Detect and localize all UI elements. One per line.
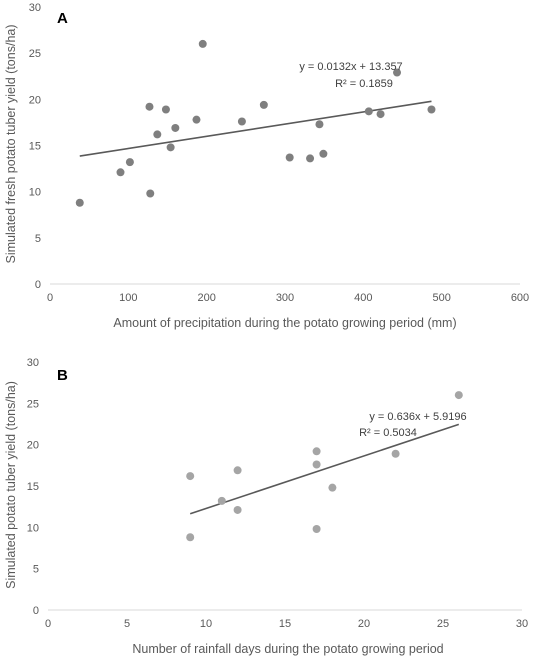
panel-a-data-point [116,168,125,177]
panel-a-plot-area: 0 100 200 300 400 500 600 0 5 10 15 20 25 30 [29,2,529,304]
panel-b-y-tick-label: 5 [33,564,39,576]
panel-a-x-tick-label: 400 [354,292,372,304]
panel-a-data-point [237,117,246,126]
panel-b-data-point [217,496,226,505]
panel-b-x-tick-label: 20 [358,618,370,630]
panel-a-data-point [427,105,436,114]
panel-b-data-point [312,460,321,469]
panel-a-data-point [153,130,162,139]
panel-b-data-point [391,449,400,458]
panel-b-y-axis-title: Simulated potato tuber yield (tons/ha) [4,381,18,589]
panel-b: B 0 5 10 15 20 25 30 0 5 10 15 20 25 30 Number of rai… [4,357,528,656]
panel-b-data-point [186,472,195,481]
panel-a-data-point [146,189,155,198]
panel-b-data-point [233,505,242,514]
panel-a-data-point [75,198,84,207]
panel-b-trendline [189,423,460,515]
panel-a-y-tick-label: 5 [35,233,41,245]
panel-b-x-tick-label: 5 [124,618,130,630]
panel-a-data-point [364,107,373,116]
panel-a-y-tick-label: 25 [29,48,41,60]
panel-a-data-point [285,153,294,162]
panel-a-y-tick-label: 10 [29,187,41,199]
panel-a-letter: A [57,10,68,27]
panel-a-data-point [125,158,134,167]
panel-b-y-tick-label: 30 [27,357,39,369]
panel-a-data-point [166,143,175,152]
panel-a-data-point [315,120,324,129]
panel-b-y-tick-label: 20 [27,440,39,452]
panel-a-x-axis-title: Amount of precipitation during the potat… [113,316,456,330]
panel-b-y-tick-label: 10 [27,522,39,534]
panel-a-data-point [376,110,385,119]
panel-a-data-point [171,123,180,132]
panel-b-y-tick-label: 25 [27,398,39,410]
panel-a-data-point [393,68,402,77]
panel-b-x-tick-label: 25 [437,618,449,630]
panel-a-data-point [161,105,170,114]
panel-a-y-axis-title: Simulated fresh potato tuber yield (tons… [4,24,18,263]
panel-b-x-tick-label: 0 [45,618,51,630]
panel-a-y-tick-label: 0 [35,279,41,291]
panel-b-data-point [328,483,337,492]
panel-b-trendline-equation: y = 0.636x + 5.9196 [369,411,466,423]
panel-b-trendline-r2: R² = 0.5034 [359,427,417,439]
panel-b-x-tick-label: 15 [279,618,291,630]
panel-b-data-point [186,533,195,542]
panel-a-trendline-r2: R² = 0.1859 [335,78,393,90]
panel-b-y-tick-label: 15 [27,481,39,493]
panel-a-y-tick-label: 20 [29,94,41,106]
panel-b-x-tick-label: 30 [516,618,528,630]
panel-a-data-point [259,100,268,109]
panel-a-x-tick-label: 600 [511,292,529,304]
panel-b-data-point [233,466,242,475]
panel-a-x-tick-label: 100 [119,292,137,304]
panel-a-y-tick-label: 15 [29,141,41,153]
panel-b-data-point [454,391,463,400]
panel-b-letter: B [57,367,68,384]
panel-b-x-axis-title: Number of rainfall days during the potat… [132,642,443,656]
panel-a-data-point [198,39,207,48]
panel-b-x-tick-label: 10 [200,618,212,630]
panel-a-data-point [306,154,315,163]
panel-a-x-tick-label: 300 [276,292,294,304]
panel-b-plot-area: 0 5 10 15 20 25 30 0 5 10 15 20 25 30 [27,357,528,630]
panel-a-trendline-equation: y = 0.0132x + 13.357 [299,61,402,73]
panel-a: A 0 100 200 300 400 500 600 0 5 10 15 20 25 30 Amount… [4,2,529,330]
panel-a-x-tick-label: 200 [197,292,215,304]
panel-a-data-point [319,149,328,158]
panel-a-data-point [192,115,201,124]
panel-a-x-tick-label: 0 [47,292,53,304]
panel-b-y-tick-label: 0 [33,605,39,617]
panel-a-trendline [79,100,432,157]
panel-b-data-point [312,447,321,456]
panel-a-y-tick-label: 30 [29,2,41,14]
panel-a-x-tick-label: 500 [432,292,450,304]
panel-b-data-point [312,524,321,533]
panel-a-data-point [145,102,154,111]
